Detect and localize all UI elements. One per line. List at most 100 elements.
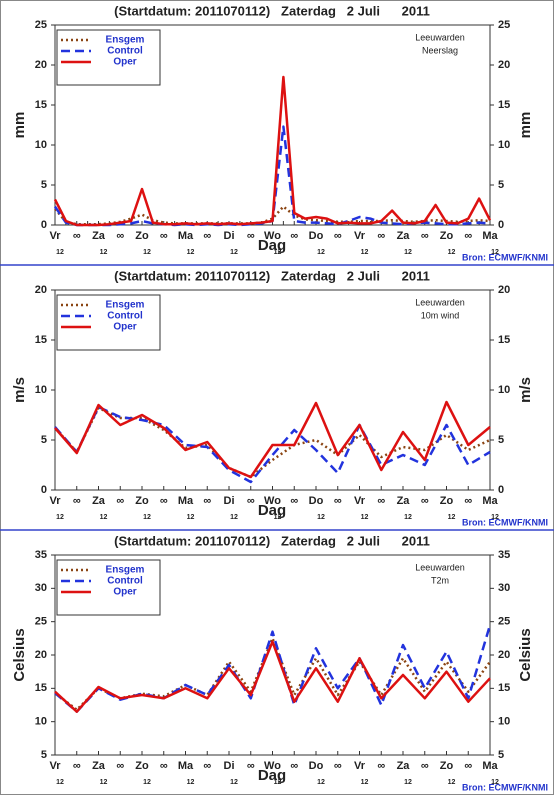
x-tick-label: Vr [49, 495, 61, 507]
x-tick-label: Zo [135, 495, 149, 507]
x-tick-label: Vr [354, 760, 366, 772]
legend-box [56, 559, 161, 616]
legend-label: Oper [113, 57, 136, 68]
x-tick-label: ∞ [160, 495, 168, 507]
x-sub-label: 12 [491, 514, 499, 521]
x-sub-label: 12 [317, 249, 325, 256]
x-sub-label: 12 [143, 514, 151, 521]
legend-label: Ensgem [106, 35, 145, 46]
x-sub-label: 12 [404, 779, 412, 786]
x-tick-label: Di [224, 760, 235, 772]
y2-axis-label: mm [517, 112, 534, 139]
series-line [54, 640, 491, 713]
y-tick-label: 10 [35, 139, 47, 151]
variable-label: Neerslag [422, 45, 458, 55]
x-tick-label: Di [224, 230, 235, 242]
x-tick-label: ∞ [203, 230, 211, 242]
legend-label: Ensgem [106, 300, 145, 311]
legend-box [56, 29, 161, 86]
x-sub-label: 12 [274, 779, 282, 786]
x-tick-label: ∞ [464, 230, 472, 242]
y-tick-label: 5 [41, 179, 47, 191]
y2-tick-label: 10 [498, 139, 510, 151]
y2-tick-label: 10 [498, 384, 510, 396]
y-tick-label: 5 [41, 434, 47, 446]
x-tick-label: Wo [264, 230, 281, 242]
x-sub-label: 12 [404, 514, 412, 521]
station-label: Leeuwarden [415, 297, 465, 307]
y-tick-label: 25 [35, 616, 47, 628]
legend-label: Control [107, 576, 143, 587]
y2-tick-label: 5 [498, 179, 504, 191]
x-tick-label: Di [224, 495, 235, 507]
x-tick-label: ∞ [247, 760, 255, 772]
x-sub-label: 12 [56, 249, 64, 256]
x-sub-label: 12 [143, 779, 151, 786]
x-sub-label: 12 [491, 249, 499, 256]
x-sub-label: 12 [56, 779, 64, 786]
y-tick-label: 5 [41, 749, 47, 761]
x-sub-label: 12 [100, 779, 108, 786]
y-tick-label: 15 [35, 682, 47, 694]
source-note: Bron: ECMWF/KNMI [462, 252, 548, 262]
x-sub-label: 12 [230, 779, 238, 786]
x-sub-label: 12 [404, 249, 412, 256]
x-tick-label: ∞ [421, 495, 429, 507]
x-tick-label: Za [397, 495, 411, 507]
y2-tick-label: 0 [498, 484, 504, 496]
x-tick-label: ∞ [421, 760, 429, 772]
y2-tick-label: 15 [498, 682, 510, 694]
y2-tick-label: 30 [498, 582, 510, 594]
legend-label: Oper [113, 587, 136, 598]
x-tick-label: Zo [440, 230, 454, 242]
x-sub-label: 12 [274, 514, 282, 521]
x-tick-label: ∞ [334, 760, 342, 772]
x-tick-label: ∞ [247, 230, 255, 242]
y2-tick-label: 5 [498, 749, 504, 761]
x-sub-label: 12 [230, 249, 238, 256]
x-sub-label: 12 [143, 249, 151, 256]
x-tick-label: Vr [354, 230, 366, 242]
x-tick-label: ∞ [116, 760, 124, 772]
x-axis-label: Dag [258, 502, 286, 519]
x-tick-label: ∞ [377, 230, 385, 242]
x-sub-label: 12 [230, 514, 238, 521]
y-tick-label: 25 [35, 19, 47, 31]
y2-tick-label: 25 [498, 19, 510, 31]
chart-panel: (Startdatum: 2011070112) Zaterdag 2 Juli… [11, 268, 548, 527]
x-tick-label: Ma [482, 495, 498, 507]
chart-panel: (Startdatum: 2011070112) Zaterdag 2 Juli… [11, 3, 548, 262]
y2-axis-label: m/s [517, 377, 534, 403]
y-tick-label: 20 [35, 649, 47, 661]
x-tick-label: ∞ [377, 495, 385, 507]
y-tick-label: 10 [35, 716, 47, 728]
x-sub-label: 12 [448, 779, 456, 786]
x-tick-label: ∞ [421, 230, 429, 242]
chart-title: (Startdatum: 2011070112) Zaterdag 2 Juli… [114, 268, 430, 283]
x-tick-label: ∞ [160, 760, 168, 772]
x-tick-label: Do [309, 760, 324, 772]
y2-tick-label: 35 [498, 549, 510, 561]
chart-title: (Startdatum: 2011070112) Zaterdag 2 Juli… [114, 533, 430, 548]
x-sub-label: 12 [317, 779, 325, 786]
x-tick-label: Zo [440, 495, 454, 507]
x-tick-label: ∞ [160, 230, 168, 242]
station-label: Leeuwarden [415, 32, 465, 42]
x-sub-label: 12 [317, 514, 325, 521]
x-tick-label: Zo [135, 230, 149, 242]
y2-tick-label: 20 [498, 59, 510, 71]
x-tick-label: ∞ [73, 230, 81, 242]
y2-tick-label: 20 [498, 284, 510, 296]
chart-title: (Startdatum: 2011070112) Zaterdag 2 Juli… [114, 3, 430, 18]
x-tick-label: Ma [482, 230, 498, 242]
x-tick-label: ∞ [464, 495, 472, 507]
x-sub-label: 12 [361, 779, 369, 786]
legend-label: Control [107, 311, 143, 322]
y-tick-label: 15 [35, 99, 47, 111]
chart-panel: (Startdatum: 2011070112) Zaterdag 2 Juli… [11, 533, 548, 792]
x-tick-label: Wo [264, 495, 281, 507]
x-tick-label: ∞ [73, 495, 81, 507]
